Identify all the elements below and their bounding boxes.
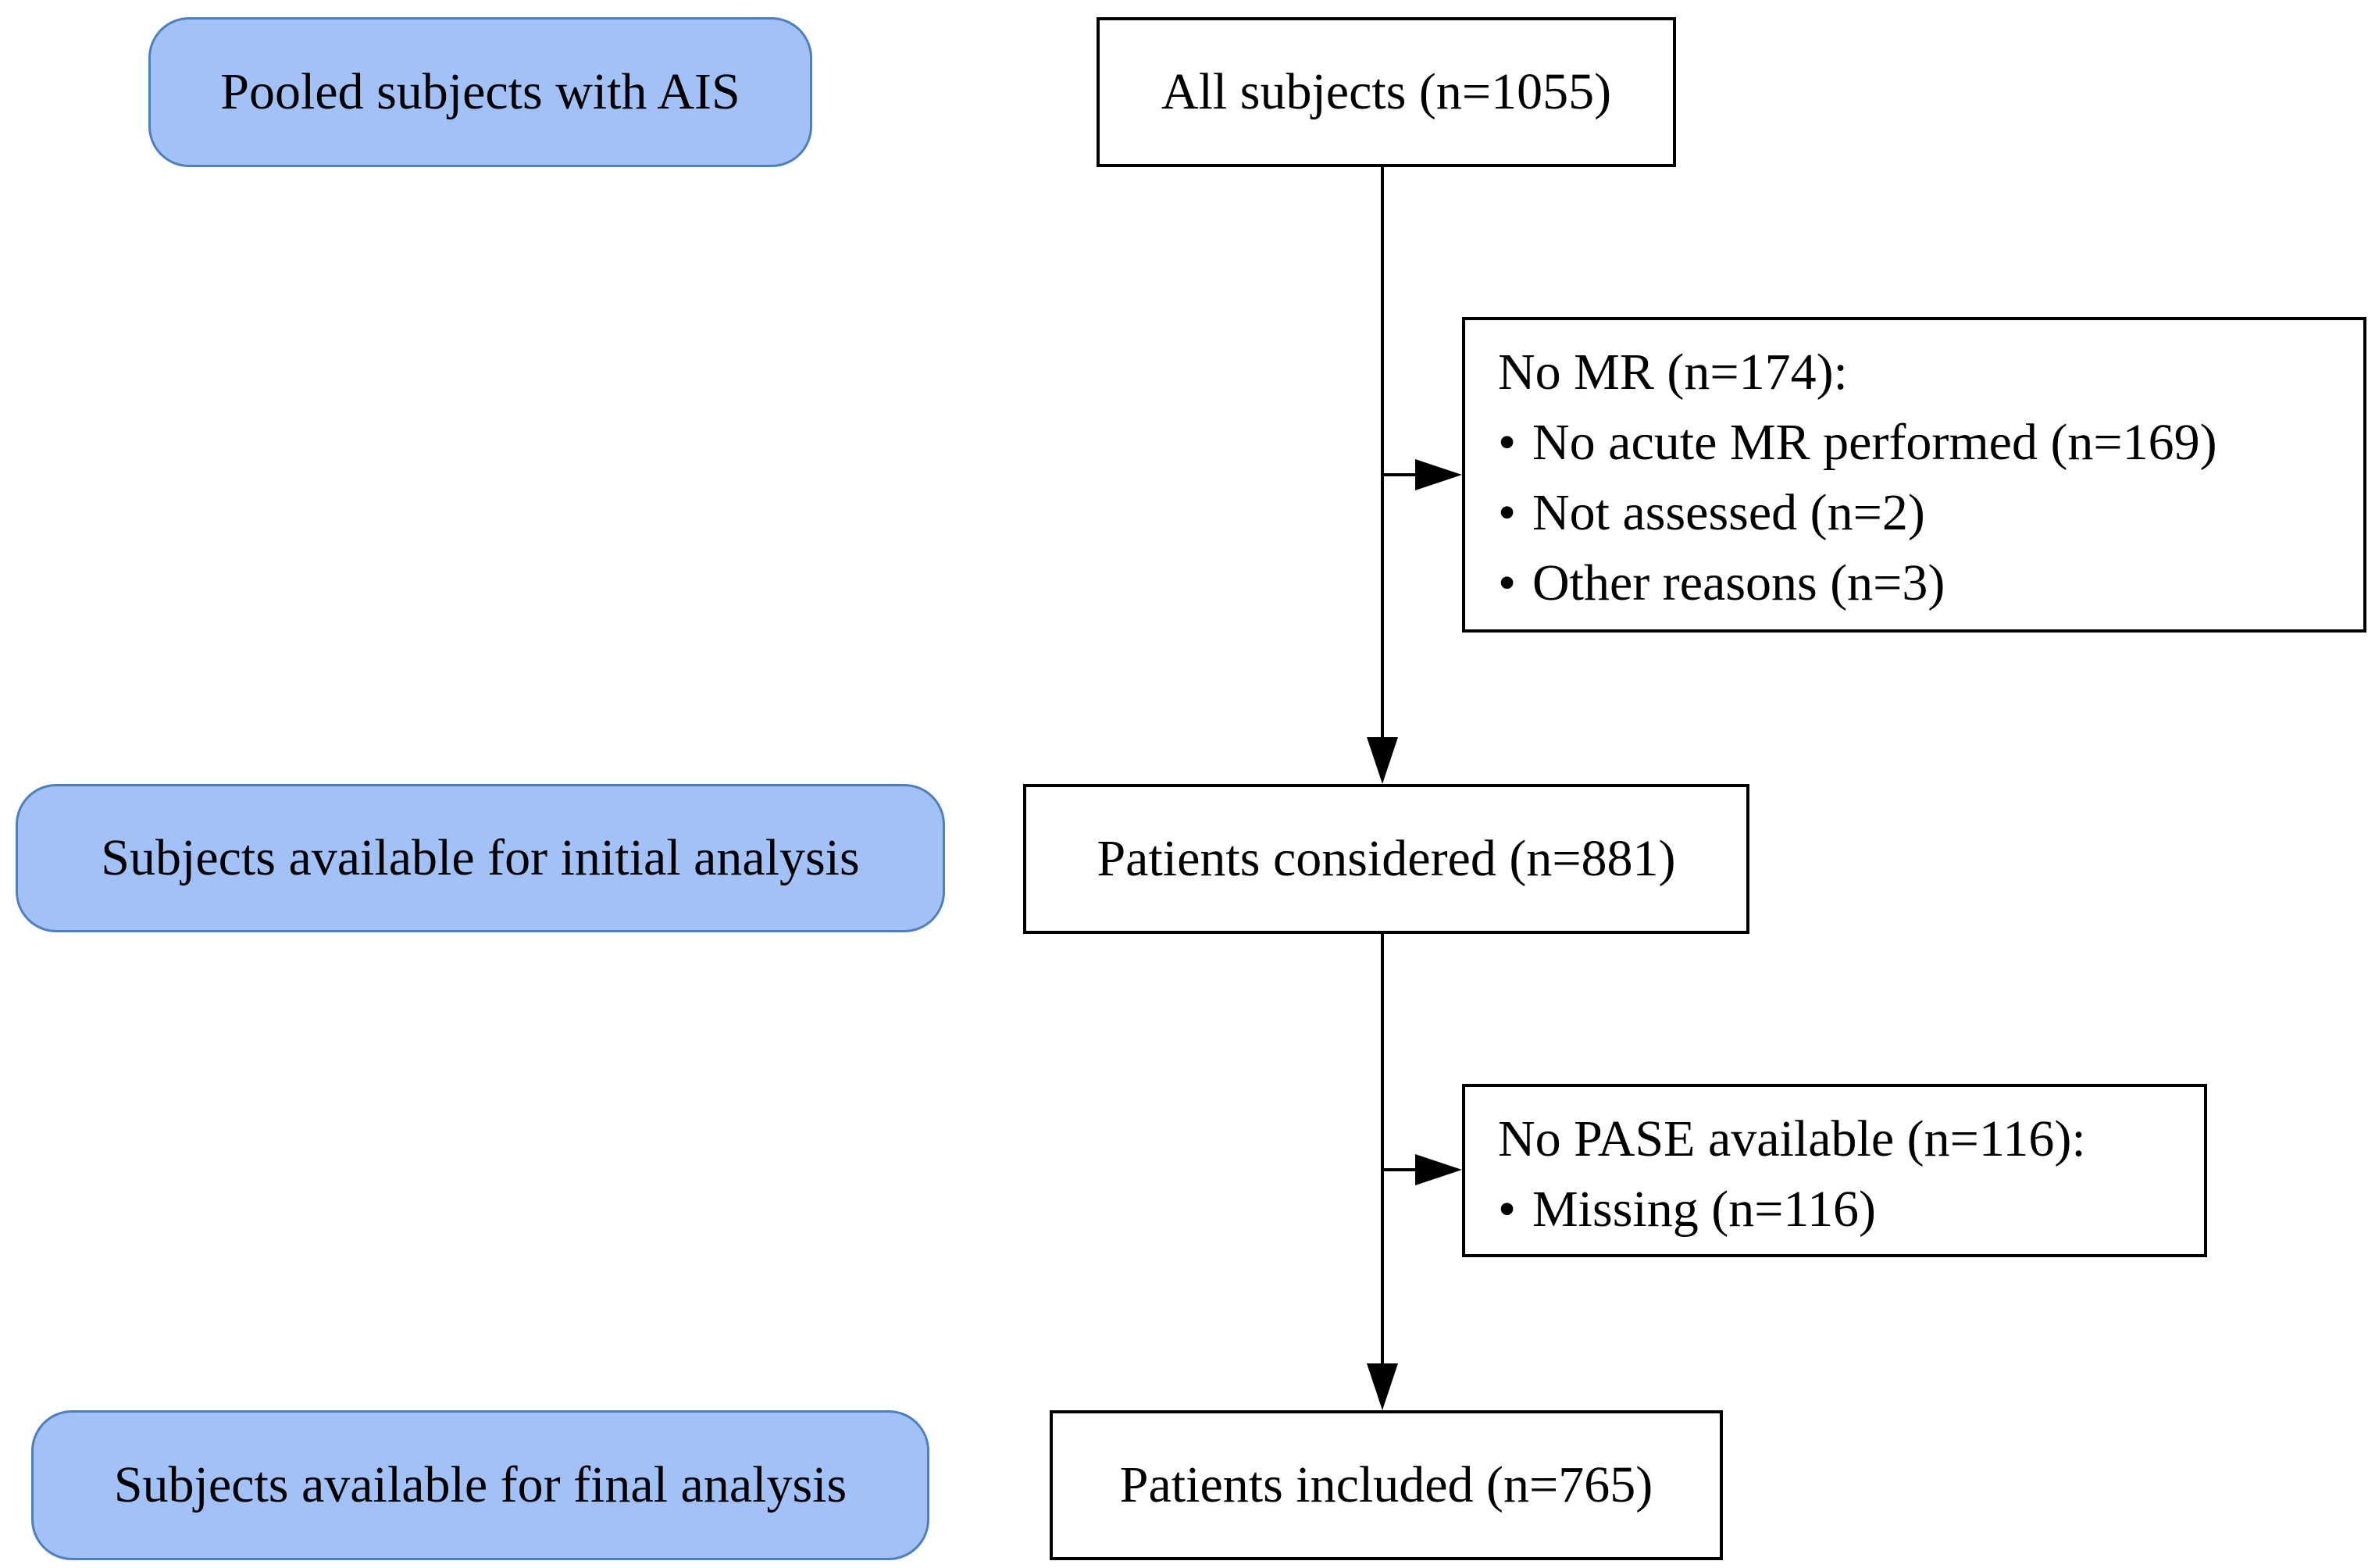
bullet-icon: •: [1498, 484, 1517, 541]
exclusion-reason: • No acute MR performed (n=169): [1498, 408, 2363, 478]
exclusion-reason: • Missing (n=116): [1498, 1174, 2204, 1245]
exclusion-reason-text: No acute MR performed (n=169): [1532, 414, 2217, 471]
patients-considered-text: Patients considered (n=881): [1097, 830, 1676, 887]
phase-final-text: Subjects available for final analysis: [113, 1456, 847, 1513]
phase-final-label: Subjects available for final analysis: [31, 1410, 929, 1560]
exclusion-reason-text: Missing (n=116): [1532, 1181, 1876, 1238]
exclusion-reason: • Other reasons (n=3): [1498, 548, 2363, 618]
phase-initial-label: Subjects available for initial analysis: [16, 784, 945, 932]
all-subjects-box: All subjects (n=1055): [1097, 17, 1676, 167]
phase-pooled-text: Pooled subjects with AIS: [220, 63, 740, 120]
bullet-icon: •: [1498, 1181, 1517, 1238]
arrowhead-considered: [1367, 737, 1398, 784]
patients-considered-box: Patients considered (n=881): [1023, 784, 1749, 934]
arrowhead-no-pase: [1415, 1154, 1462, 1185]
arrowhead-no-mr: [1415, 459, 1462, 490]
exclusion-reason-text: Other reasons (n=3): [1532, 554, 1945, 611]
exclusion-box-no-pase: No PASE available (n=116): • Missing (n=1…: [1462, 1084, 2207, 1257]
patients-included-box: Patients included (n=765): [1050, 1410, 1723, 1560]
exclusion-reason-text: Not assessed (n=2): [1532, 484, 1925, 541]
bullet-icon: •: [1498, 554, 1517, 611]
bullet-icon: •: [1498, 414, 1517, 471]
exclusion-reason-list: • Missing (n=116): [1498, 1174, 2204, 1245]
all-subjects-text: All subjects (n=1055): [1161, 63, 1612, 120]
phase-initial-text: Subjects available for initial analysis: [101, 829, 860, 886]
exclusion-title: No PASE available (n=116):: [1498, 1110, 2086, 1167]
arrowhead-included: [1367, 1363, 1398, 1410]
patients-included-text: Patients included (n=765): [1119, 1456, 1653, 1513]
exclusion-reason-list: • No acute MR performed (n=169) • Not asse…: [1498, 408, 2363, 618]
exclusion-box-no-mr: No MR (n=174): • No acute MR performed (n…: [1462, 317, 2366, 633]
exclusion-title: No MR (n=174):: [1498, 344, 1848, 401]
phase-pooled-label: Pooled subjects with AIS: [148, 17, 812, 167]
exclusion-reason: • Not assessed (n=2): [1498, 478, 2363, 548]
